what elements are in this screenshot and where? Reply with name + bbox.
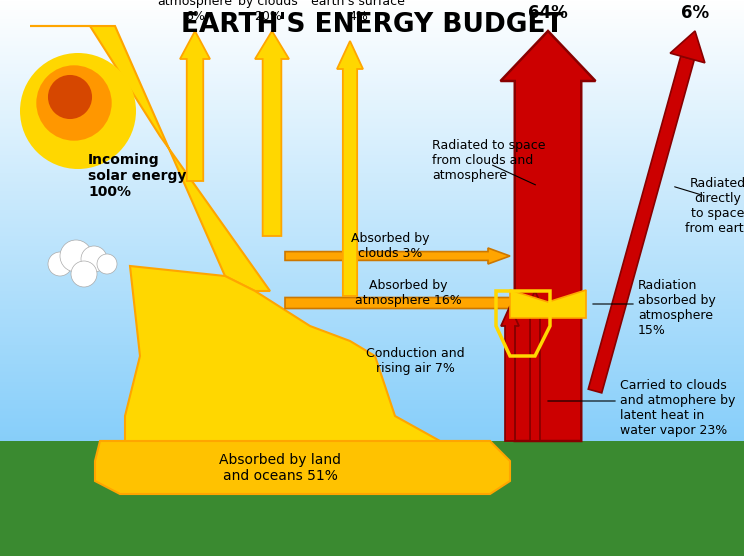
Polygon shape — [501, 306, 519, 441]
Polygon shape — [30, 26, 270, 291]
Circle shape — [60, 240, 92, 272]
Circle shape — [48, 75, 92, 119]
Circle shape — [97, 254, 117, 274]
Text: Radiated to space
from clouds and
atmosphere: Radiated to space from clouds and atmosp… — [432, 140, 545, 182]
Polygon shape — [337, 41, 363, 296]
Polygon shape — [510, 290, 586, 318]
Polygon shape — [100, 266, 490, 471]
Text: Conduction and
rising air 7%: Conduction and rising air 7% — [366, 347, 464, 375]
Text: Absorbed by
clouds 3%: Absorbed by clouds 3% — [350, 232, 429, 260]
Circle shape — [36, 65, 112, 141]
Text: Absorbed by
atmosphere 16%: Absorbed by atmosphere 16% — [355, 279, 461, 307]
Text: 64%: 64% — [528, 4, 568, 22]
Circle shape — [81, 246, 107, 272]
Polygon shape — [501, 31, 595, 441]
Polygon shape — [180, 31, 210, 181]
Text: 6%: 6% — [681, 4, 709, 22]
Text: Radiated
directly
to space
from earth: Radiated directly to space from earth — [684, 177, 744, 235]
Text: Reflected by
atmosphere
6%: Reflected by atmosphere 6% — [155, 0, 234, 23]
Text: Reflected from
earth's surface
4%: Reflected from earth's surface 4% — [311, 0, 405, 23]
Circle shape — [20, 53, 136, 169]
Text: Reflected
by clouds
20%: Reflected by clouds 20% — [238, 0, 298, 23]
FancyBboxPatch shape — [0, 441, 744, 556]
Polygon shape — [589, 56, 694, 393]
Polygon shape — [95, 441, 510, 494]
Polygon shape — [526, 291, 544, 441]
Text: Absorbed by land
and oceans 51%: Absorbed by land and oceans 51% — [219, 453, 341, 483]
Text: Radiation
absorbed by
atmosphere
15%: Radiation absorbed by atmosphere 15% — [638, 279, 716, 337]
Polygon shape — [285, 248, 510, 264]
Polygon shape — [670, 31, 705, 63]
Text: Carried to clouds
and atmophere by
latent heat in
water vapor 23%: Carried to clouds and atmophere by laten… — [620, 379, 735, 437]
Circle shape — [48, 252, 72, 276]
Polygon shape — [255, 31, 289, 236]
Polygon shape — [285, 293, 535, 313]
Circle shape — [71, 261, 97, 287]
Text: Incoming
solar energy
100%: Incoming solar energy 100% — [88, 153, 187, 199]
Text: EARTH'S ENERGY BUDGET: EARTH'S ENERGY BUDGET — [181, 12, 563, 38]
